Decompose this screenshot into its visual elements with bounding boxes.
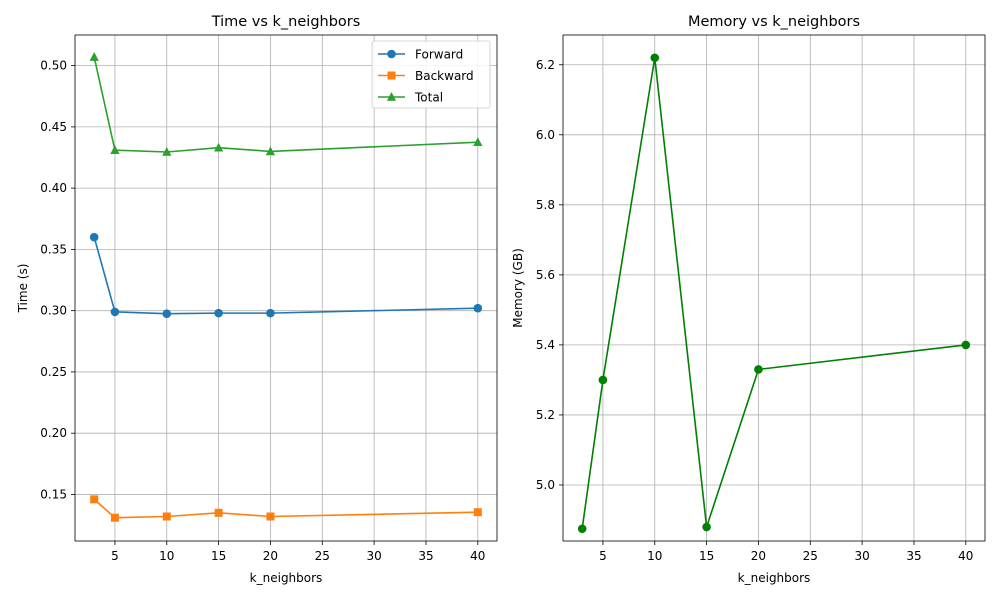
data-point xyxy=(266,308,275,318)
y-tick-label: 0.15 xyxy=(40,487,67,501)
data-point xyxy=(89,52,99,61)
x-tick-label: 40 xyxy=(470,549,485,563)
data-point xyxy=(214,508,223,517)
legend-marker-shape xyxy=(387,71,396,80)
data-point xyxy=(265,146,276,156)
series-line xyxy=(93,236,478,315)
y-tick-label: 5.6 xyxy=(536,268,555,282)
y-tick-label: 6.0 xyxy=(536,128,555,142)
data-point xyxy=(754,365,763,374)
data-point xyxy=(650,53,660,63)
x-axis: 5 10 15 20 25 30 35 40 xyxy=(111,541,485,563)
y-tick-label: 5.2 xyxy=(536,408,555,422)
y-tick-label: 0.45 xyxy=(40,120,67,134)
legend-label: Total xyxy=(414,91,443,105)
x-tick-label: 35 xyxy=(906,549,921,563)
x-tick-label: 40 xyxy=(958,549,973,563)
y-tick-label: 0.25 xyxy=(40,365,67,379)
x-tick-label: 10 xyxy=(647,549,662,563)
grid xyxy=(563,35,985,541)
x-tick-label: 30 xyxy=(366,549,381,563)
data-point xyxy=(110,513,119,522)
y-tick-label: 5.8 xyxy=(536,198,555,212)
legend-label: Backward xyxy=(415,69,474,83)
x-axis: 5 10 15 20 25 30 35 40 xyxy=(599,541,973,563)
data-point xyxy=(961,340,971,350)
legend-label: Forward xyxy=(415,48,463,62)
x-tick-label: 25 xyxy=(803,549,818,563)
data-point xyxy=(162,147,172,156)
series-line xyxy=(93,56,478,153)
series-layer xyxy=(577,53,971,534)
data-point xyxy=(702,522,711,532)
data-point xyxy=(89,232,99,242)
legend: Forward Backward Total xyxy=(371,40,491,109)
legend-marker xyxy=(386,92,397,101)
x-axis-label: k_neighbors xyxy=(738,571,811,585)
y-axis: 0.15 0.20 0.25 0.30 0.35 0.40 0.45 0.50 xyxy=(40,59,75,501)
grid xyxy=(75,35,497,541)
data-point xyxy=(598,375,608,385)
legend-marker-shape xyxy=(387,49,396,59)
y-tick-label: 6.2 xyxy=(536,58,555,72)
data-point xyxy=(473,508,482,517)
y-tick-label: 0.40 xyxy=(40,181,67,195)
x-tick-label: 10 xyxy=(159,549,174,563)
memory-chart: Memory vs k_neighbors 5 10 15 20 25 30 35 40 5.… xyxy=(511,14,986,585)
data-point xyxy=(473,137,483,147)
legend-entry-total: Total xyxy=(378,91,443,105)
data-point xyxy=(110,145,120,154)
chart-title: Time vs k_neighbors xyxy=(211,14,361,30)
x-tick-label: 30 xyxy=(854,549,869,563)
y-tick-label: 0.35 xyxy=(40,242,67,256)
legend-marker xyxy=(387,71,396,80)
legend-box xyxy=(371,40,491,109)
plot-frame xyxy=(562,34,986,542)
series-total xyxy=(89,52,483,156)
series-layer xyxy=(89,52,483,522)
x-tick-label: 20 xyxy=(751,549,766,563)
data-point xyxy=(162,309,172,319)
series-line xyxy=(581,57,966,529)
data-point xyxy=(90,495,99,504)
x-tick-label: 20 xyxy=(263,549,278,563)
data-point xyxy=(162,512,171,521)
plot-frame xyxy=(74,34,498,542)
x-tick-label: 25 xyxy=(315,549,330,563)
y-axis-label: Time (s) xyxy=(16,264,30,314)
legend-entry-forward: Forward xyxy=(378,48,463,62)
data-point xyxy=(214,308,223,318)
x-tick-label: 5 xyxy=(599,549,607,563)
data-point xyxy=(266,512,275,521)
y-tick-label: 0.50 xyxy=(40,59,67,73)
x-tick-label: 35 xyxy=(418,549,433,563)
y-tick-label: 5.4 xyxy=(536,338,555,352)
x-tick-label: 15 xyxy=(211,549,226,563)
series-memory xyxy=(577,53,971,534)
data-point xyxy=(473,303,483,313)
y-tick-label: 5.0 xyxy=(536,478,555,492)
x-tick-label: 5 xyxy=(111,549,119,563)
legend-entry-backward: Backward xyxy=(378,69,474,83)
legend-marker-shape xyxy=(386,92,397,101)
chart-title: Memory vs k_neighbors xyxy=(688,14,860,30)
data-point xyxy=(214,142,224,152)
y-axis: 5.0 5.2 5.4 5.6 5.8 6.0 6.2 xyxy=(536,58,563,492)
series-forward xyxy=(89,232,483,319)
series-line xyxy=(93,498,478,519)
data-point xyxy=(577,524,587,534)
time-chart: Time vs k_neighbors 5 10 15 20 25 30 35 40 0.15… xyxy=(16,14,498,585)
y-tick-label: 0.20 xyxy=(40,426,67,440)
data-point xyxy=(110,307,120,317)
y-tick-label: 0.30 xyxy=(40,304,67,318)
y-axis-label: Memory (GB) xyxy=(511,248,525,328)
legend-marker xyxy=(387,49,396,59)
x-axis-label: k_neighbors xyxy=(250,571,323,585)
x-tick-label: 15 xyxy=(699,549,714,563)
series-backward xyxy=(90,495,482,522)
